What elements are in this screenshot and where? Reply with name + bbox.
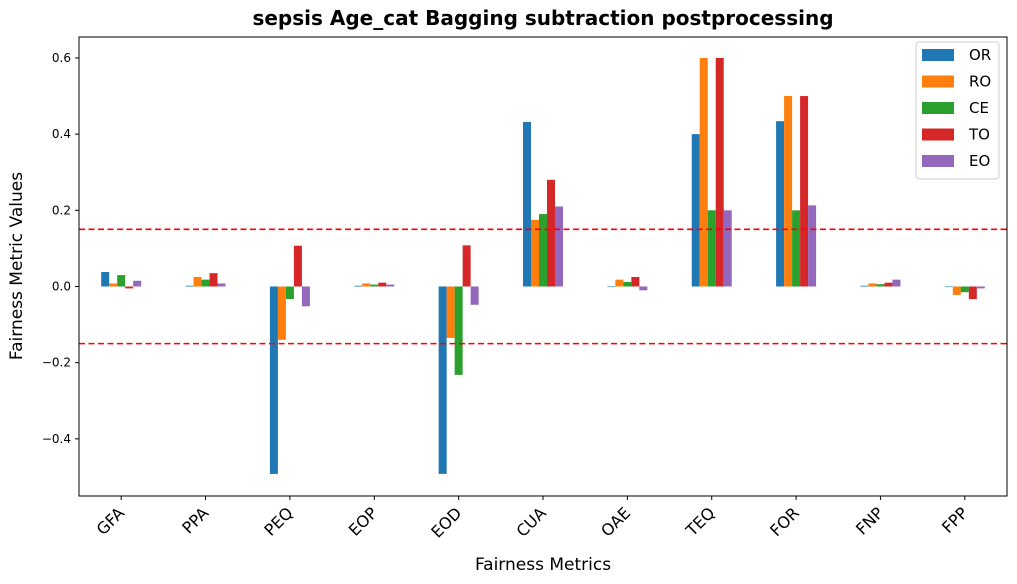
bar-ro-oae	[615, 279, 624, 287]
x-tick-label: EOD	[427, 503, 465, 541]
x-tick-label: EOP	[345, 503, 382, 540]
bar-ro-gfa	[109, 283, 118, 287]
bar-to-fpp	[968, 286, 977, 300]
legend-label-or: OR	[969, 46, 991, 64]
bar-to-ppa	[209, 273, 218, 287]
bar-ce-eop	[370, 284, 379, 287]
bar-ce-teq	[707, 210, 716, 287]
bar-or-fpp	[944, 286, 953, 288]
legend-label-ce: CE	[969, 99, 989, 117]
bar-eo-eop	[386, 284, 395, 287]
bar-or-ppa	[185, 285, 194, 287]
bar-ce-fpp	[960, 286, 969, 293]
bar-eo-peq	[301, 286, 310, 307]
legend-swatch-or	[922, 49, 954, 61]
bar-ce-cua	[539, 214, 547, 287]
legend-swatch-ro	[922, 75, 954, 88]
x-tick-label: FNP	[852, 503, 887, 538]
bar-ce-ppa	[201, 279, 210, 287]
bar-eo-cua	[555, 206, 563, 287]
bar-or-eop	[354, 285, 363, 287]
bar-or-oae	[607, 286, 616, 288]
bar-eo-teq	[723, 210, 732, 287]
x-tick-label: FPP	[938, 503, 972, 537]
bar-ro-peq	[277, 286, 286, 340]
x-tick-label: PPA	[178, 503, 212, 537]
bar-or-fnp	[860, 285, 869, 287]
legend-label-ro: RO	[969, 73, 991, 91]
bar-or-for	[776, 121, 785, 287]
bar-ce-oae	[623, 281, 632, 287]
x-tick-label: OAE	[597, 503, 634, 540]
y-tick-label: 0.2	[52, 203, 71, 217]
bar-or-eod	[438, 286, 447, 474]
bar-to-teq	[715, 57, 724, 287]
y-tick-label: 0.0	[52, 279, 71, 293]
plot-area	[79, 57, 1007, 474]
bar-to-gfa	[125, 286, 134, 289]
bar-eo-fnp	[892, 279, 901, 287]
bar-or-peq	[269, 286, 278, 474]
bar-ce-peq	[285, 286, 294, 300]
x-tick-label: PEQ	[260, 503, 296, 539]
bar-ro-fnp	[868, 283, 877, 287]
bar-eo-fpp	[976, 286, 985, 289]
bar-to-for	[800, 96, 809, 287]
bar-eo-ppa	[217, 283, 226, 287]
bar-ro-cua	[531, 219, 539, 287]
bar-to-eod	[462, 245, 471, 287]
legend-swatch-eo	[922, 155, 954, 167]
legend-swatch-to	[922, 128, 954, 141]
bar-to-eop	[378, 282, 387, 287]
bar-ro-for	[784, 96, 793, 287]
legend-label-eo: EO	[969, 152, 990, 170]
bar-or-cua	[523, 121, 531, 287]
y-tick-label: −0.4	[42, 432, 71, 446]
bar-ro-eod	[446, 286, 455, 338]
y-axis-label: Fairness Metric Values	[7, 172, 27, 360]
bar-ro-eop	[362, 283, 371, 287]
bar-to-cua	[547, 179, 555, 287]
legend-label-to: TO	[968, 126, 990, 144]
x-tick-label: CUA	[512, 503, 549, 540]
bar-ce-for	[792, 210, 801, 287]
bar-ro-fpp	[952, 286, 961, 295]
y-tick-label: 0.6	[52, 51, 71, 65]
y-tick-label: −0.2	[42, 356, 71, 370]
bar-ro-ppa	[193, 276, 202, 287]
x-axis-label: Fairness Metrics	[475, 555, 611, 575]
legend-swatch-ce	[922, 102, 954, 114]
legend: OR RO CE TO EO	[915, 41, 1000, 180]
bar-eo-oae	[639, 286, 648, 291]
bar-eo-eod	[470, 286, 479, 305]
x-axis-ticks: GFA PPA PEQ EOP EOD CUA OAE TEQ FOR FNP FPP	[93, 496, 972, 542]
bar-eo-gfa	[133, 280, 142, 287]
bar-ce-fnp	[876, 284, 885, 287]
bar-to-fnp	[884, 282, 893, 287]
bar-or-teq	[691, 134, 700, 287]
x-tick-label: GFA	[93, 503, 128, 538]
bar-eo-for	[808, 205, 817, 287]
bar-ce-gfa	[117, 275, 126, 287]
x-tick-label: FOR	[766, 503, 803, 540]
chart-title: sepsis Age_cat Bagging subtraction postp…	[252, 6, 833, 30]
x-tick-label: TEQ	[681, 503, 718, 540]
y-axis-ticks: −0.4 −0.2 0.0 0.2 0.4 0.6	[42, 51, 79, 446]
bar-to-peq	[293, 245, 302, 287]
bar-to-oae	[631, 276, 640, 287]
bar-ro-teq	[699, 57, 708, 287]
bar-or-gfa	[101, 272, 110, 287]
y-tick-label: 0.4	[52, 127, 71, 141]
bar-ce-eod	[454, 286, 463, 375]
